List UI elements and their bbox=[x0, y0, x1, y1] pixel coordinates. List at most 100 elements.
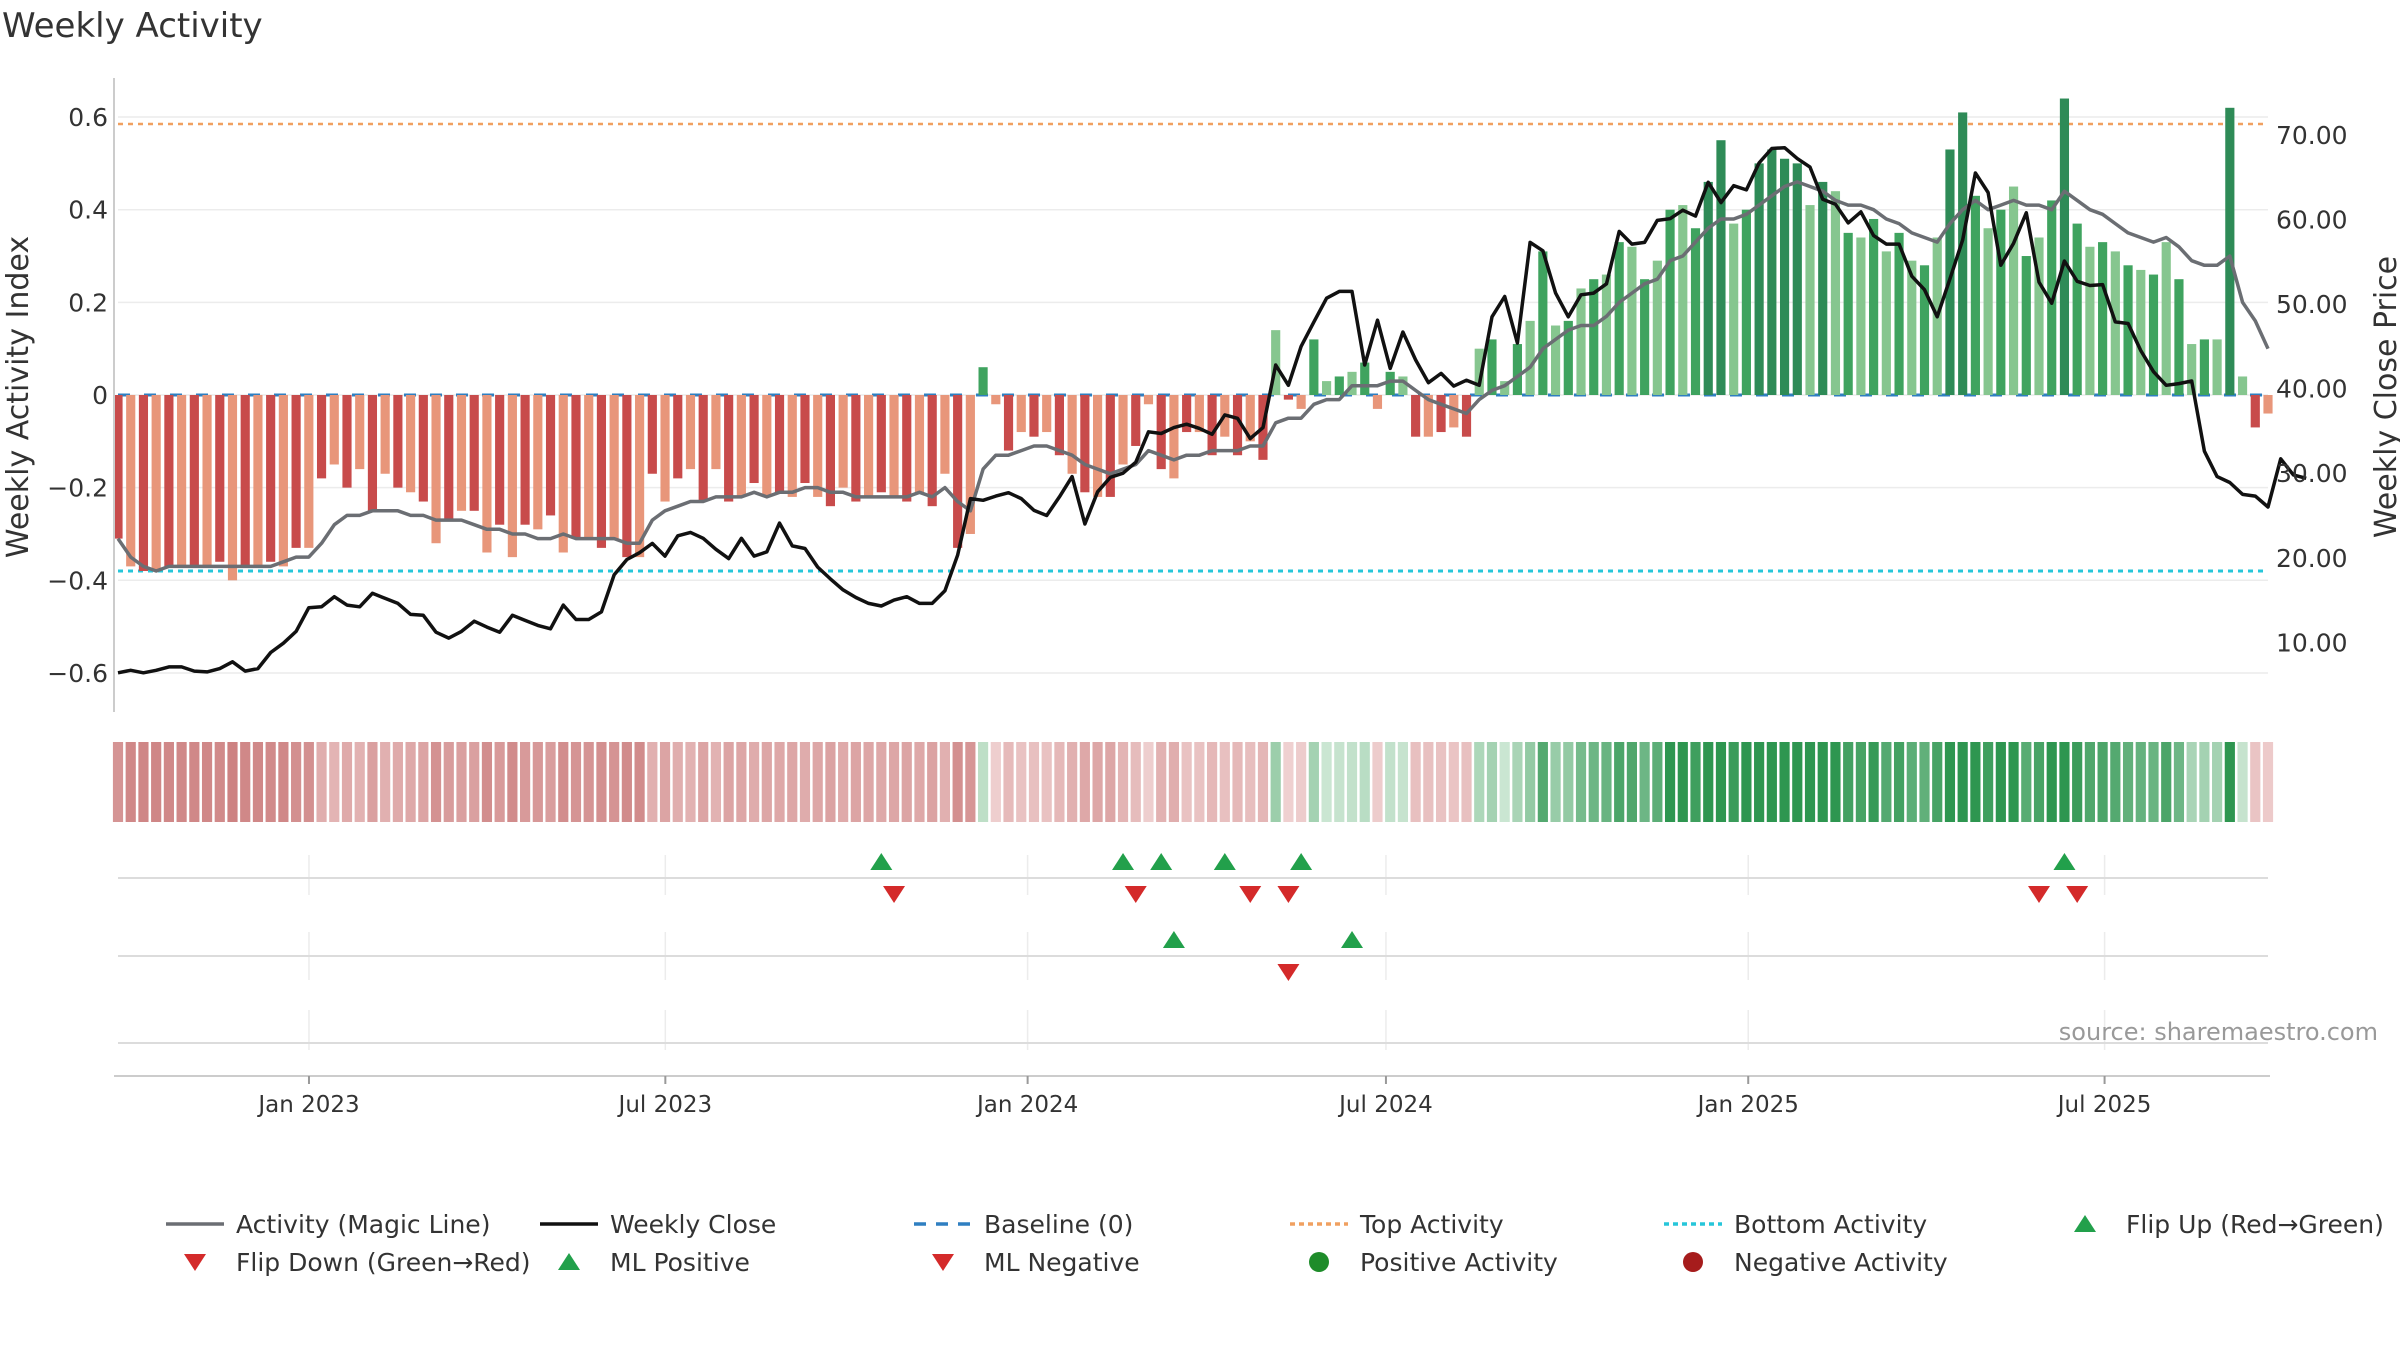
activity-bar bbox=[456, 395, 467, 511]
activity-bar bbox=[1703, 181, 1713, 395]
y-tick-label-left: 0.4 bbox=[68, 196, 108, 225]
heat-cell bbox=[1283, 742, 1294, 822]
heat-cell bbox=[1817, 742, 1828, 822]
activity-bar bbox=[1907, 260, 1917, 395]
heat-cell bbox=[1156, 742, 1167, 822]
ml-negative-marker bbox=[1277, 964, 1300, 981]
activity-bar bbox=[1576, 288, 1586, 395]
heat-cell bbox=[1423, 742, 1434, 822]
heat-cell bbox=[1130, 742, 1141, 822]
magic-line-series bbox=[116, 180, 2270, 573]
activity-bar bbox=[2263, 395, 2273, 414]
activity-bar bbox=[393, 395, 403, 488]
activity-bar bbox=[1169, 395, 1179, 479]
activity-bar bbox=[1207, 395, 1217, 456]
activity-bar bbox=[1729, 223, 1739, 395]
heat-cell bbox=[1550, 742, 1561, 822]
activity-bar bbox=[2187, 344, 2197, 395]
activity-bar bbox=[1640, 279, 1650, 395]
activity-bar bbox=[1652, 260, 1662, 395]
x-tick-label: Jan 2024 bbox=[975, 1092, 1078, 1118]
activity-bar bbox=[469, 395, 479, 511]
activity-bar bbox=[902, 395, 912, 502]
heat-cell bbox=[634, 742, 645, 822]
heat-cell bbox=[723, 742, 734, 822]
heat-cell bbox=[481, 742, 493, 822]
heat-cell bbox=[1881, 742, 1892, 822]
flip-up-marker bbox=[1213, 853, 1236, 870]
activity-bars bbox=[113, 98, 2273, 581]
heat-cell bbox=[1703, 742, 1714, 822]
activity-bar bbox=[825, 395, 836, 507]
activity-bar bbox=[851, 395, 861, 502]
heat-cell bbox=[1079, 742, 1090, 822]
legend-label: Positive Activity bbox=[1360, 1248, 1558, 1277]
activity-bar bbox=[1385, 371, 1395, 395]
activity-bar bbox=[482, 395, 492, 553]
heat-cell bbox=[901, 742, 912, 822]
activity-bar bbox=[1690, 228, 1701, 395]
activity-bar bbox=[736, 395, 746, 497]
heat-cell bbox=[1143, 742, 1154, 822]
activity-bar bbox=[138, 395, 149, 572]
activity-bar bbox=[774, 395, 785, 493]
activity-bar bbox=[1856, 237, 1866, 395]
heat-cell bbox=[1117, 742, 1129, 822]
heat-cell bbox=[1028, 742, 1040, 822]
x-tick-label: Jul 2025 bbox=[2056, 1092, 2152, 1118]
heat-cell bbox=[2110, 742, 2121, 822]
flip-up-marker bbox=[870, 853, 893, 870]
heat-cell bbox=[354, 742, 365, 822]
activity-bar bbox=[1614, 242, 1624, 395]
heat-cell bbox=[1334, 742, 1345, 822]
flip-down-marker bbox=[883, 886, 906, 903]
heat-cell bbox=[812, 742, 823, 822]
heat-cell bbox=[520, 742, 531, 822]
activity-bar bbox=[1919, 265, 1930, 395]
heat-cell bbox=[736, 742, 747, 822]
heat-cell bbox=[888, 742, 900, 822]
activity-bar bbox=[596, 395, 607, 548]
heat-cell bbox=[1677, 742, 1688, 822]
activity-bar bbox=[1398, 376, 1408, 395]
activity-bar bbox=[1309, 339, 1319, 395]
heat-cell bbox=[1690, 742, 1701, 822]
axes: 0.6 0.4 0.2 0 −0.2 −0.4 −0.6 70.00 60.00 50.00 40.… bbox=[47, 78, 2348, 712]
activity-bar bbox=[1003, 395, 1014, 451]
activity-bar bbox=[1461, 395, 1472, 437]
heat-cell bbox=[2186, 742, 2197, 822]
legend-label: Negative Activity bbox=[1734, 1248, 1948, 1277]
activity-bar bbox=[673, 395, 683, 479]
heat-cell bbox=[1041, 742, 1052, 822]
y-axis-label-left: Weekly Activity Index bbox=[1, 236, 36, 558]
legend-swatch-triangle-up bbox=[2074, 1215, 2096, 1232]
heat-cell bbox=[1983, 742, 1994, 822]
heat-cell bbox=[1906, 742, 1917, 822]
heat-cell bbox=[1537, 742, 1548, 822]
activity-bar bbox=[215, 395, 225, 562]
heat-cell bbox=[710, 742, 722, 822]
heat-cell bbox=[1575, 742, 1587, 822]
activity-bar bbox=[2199, 339, 2209, 395]
activity-bar bbox=[1767, 149, 1777, 395]
activity-bar bbox=[1741, 209, 1751, 395]
activity-bar bbox=[355, 395, 365, 470]
activity-bar bbox=[864, 395, 874, 497]
heat-cell bbox=[227, 742, 238, 822]
heat-cell bbox=[1321, 742, 1332, 822]
activity-bar bbox=[1869, 218, 1879, 395]
activity-bar bbox=[800, 395, 810, 484]
activity-bar bbox=[113, 395, 123, 539]
heat-cell bbox=[112, 742, 124, 822]
heat-cell bbox=[583, 742, 594, 822]
heat-cell bbox=[1792, 742, 1803, 822]
heat-cell bbox=[863, 742, 874, 822]
heat-cell bbox=[990, 742, 1001, 822]
heat-cell bbox=[2008, 742, 2019, 822]
heat-cell bbox=[698, 742, 709, 822]
activity-bar bbox=[813, 395, 823, 497]
y-tick-label-right: 70.00 bbox=[2276, 121, 2348, 150]
legend-swatch-dot bbox=[1683, 1252, 1703, 1272]
heat-cell bbox=[329, 742, 340, 822]
activity-bar bbox=[965, 395, 975, 534]
